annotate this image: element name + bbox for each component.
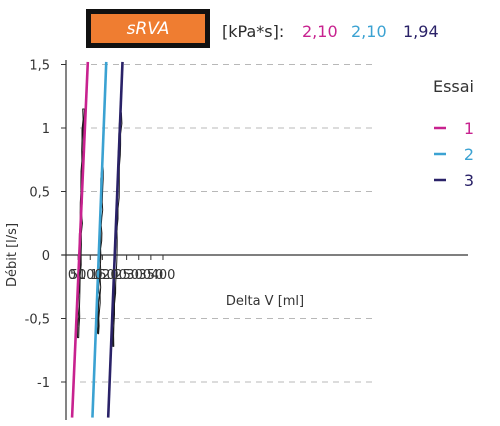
y-axis-title: Débit [l/s] xyxy=(5,223,20,287)
srva-badge[interactable]: sRVA xyxy=(86,9,210,48)
x-tick-label: 400 xyxy=(151,268,176,283)
x-tick-label: 100 xyxy=(78,268,103,283)
grid-lines xyxy=(80,64,372,383)
y-tick-label: 1,5 xyxy=(29,59,50,74)
x-tick-label: 50 xyxy=(70,268,87,283)
resistance-value-trial-3: 1,94 xyxy=(403,22,439,41)
y-tick-label: 0 xyxy=(42,249,50,264)
legend-title: Essai xyxy=(433,77,474,96)
x-axis-title: Delta V [ml] xyxy=(226,294,304,309)
fit-line-trial-1 xyxy=(70,61,90,418)
plot-area xyxy=(70,61,124,418)
axis-labels: -1-0,500,511,5050100150200250300350400De… xyxy=(5,59,304,392)
x-tick-label: 300 xyxy=(126,268,151,283)
x-tick-label: 0 xyxy=(68,268,76,283)
resistance-value-trial-2: 2,10 xyxy=(351,22,387,41)
y-tick-label: -0,5 xyxy=(25,313,50,328)
fit-line-trial-2 xyxy=(91,61,108,418)
resistance-unit-label: [kPa*s]: xyxy=(222,22,285,41)
y-tick-label: -1 xyxy=(37,376,50,391)
chart-header: sRVA [kPa*s]: 2,10 2,10 1,94 xyxy=(0,0,500,56)
legend-label-3: 3 xyxy=(464,171,474,190)
x-tick-label: 250 xyxy=(114,268,139,283)
legend-label-2: 2 xyxy=(464,145,474,164)
x-tick-label: 150 xyxy=(90,268,115,283)
y-tick-label: 0,5 xyxy=(29,186,50,201)
fit-line-trial-3 xyxy=(106,61,124,418)
axes xyxy=(61,60,468,420)
legend[interactable]: Essai 1 2 3 xyxy=(433,77,474,190)
legend-label-1: 1 xyxy=(464,119,474,138)
resistance-value-trial-1: 2,10 xyxy=(302,22,338,41)
x-tick-label: 200 xyxy=(102,268,127,283)
srva-badge-label: sRVA xyxy=(126,18,170,39)
x-tick-label: 350 xyxy=(138,268,163,283)
y-tick-label: 1 xyxy=(42,122,50,137)
